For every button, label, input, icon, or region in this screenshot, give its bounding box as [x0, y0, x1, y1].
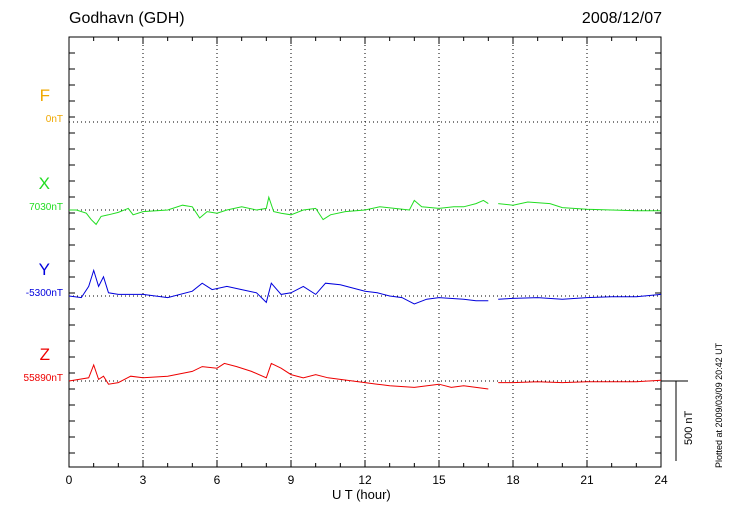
x-tick-label: 21 [580, 473, 594, 487]
x-tick-label: 6 [213, 473, 221, 487]
station-title: Godhavn (GDH) [69, 10, 185, 27]
plotted-note: Plotted at 2009/03/09 20:42 UT [714, 342, 724, 468]
series-z2 [498, 379, 662, 384]
series-y2 [498, 293, 662, 300]
series-x2 [498, 201, 661, 212]
x-tick-label: 0 [65, 473, 73, 487]
component-label-z: Z [39, 345, 50, 364]
series-y [68, 268, 489, 305]
component-baseline-y: -5300nT [25, 288, 63, 299]
x-tick-label: 12 [358, 473, 372, 487]
series-z [68, 362, 489, 390]
component-label-y: Y [38, 260, 50, 279]
series-x [69, 195, 489, 226]
x-axis-title: U T (hour) [332, 487, 391, 502]
scale-bar-label: 500 nT [683, 410, 695, 445]
x-tick-label: 24 [654, 473, 668, 487]
chart-date: 2008/12/07 [581, 10, 662, 27]
x-tick-label: 3 [139, 473, 147, 487]
component-baseline-f: 0nT [45, 114, 63, 125]
component-label-x: X [38, 174, 50, 193]
x-tick-label: 18 [506, 473, 520, 487]
component-baseline-z: 55890nT [23, 373, 63, 384]
component-baseline-x: 7030nT [29, 202, 63, 213]
x-tick-label: 15 [432, 473, 446, 487]
component-label-f: F [39, 86, 50, 105]
x-tick-label: 9 [287, 473, 295, 487]
